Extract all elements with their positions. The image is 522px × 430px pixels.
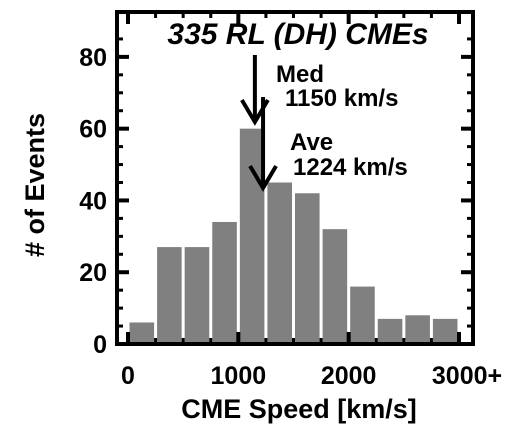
histogram-bar <box>267 182 292 344</box>
bar-group <box>129 128 458 344</box>
histogram-bar <box>184 247 210 344</box>
histogram-bar <box>405 315 430 344</box>
x-tick-label: 2000 <box>321 362 377 390</box>
y-tick-label: 0 <box>93 331 107 359</box>
histogram-bar <box>322 229 348 344</box>
histogram-bar <box>129 322 155 344</box>
annotation-label: Ave <box>290 129 333 156</box>
y-axis-title: # of Events <box>20 113 50 257</box>
annotation-arrow-head <box>248 164 278 192</box>
y-tick-label: 60 <box>79 116 107 144</box>
y-tick-label: 20 <box>79 259 107 287</box>
x-tick-labels: 0 1000 2000 3000+ <box>121 362 502 390</box>
annotation-label: Med <box>276 61 324 88</box>
x-tick-label: 1000 <box>211 362 267 390</box>
chart-title: 335 RL (DH) CMEs <box>167 18 428 51</box>
y-tick-labels: 0 20 40 60 80 <box>79 44 107 359</box>
histogram-bar <box>239 128 265 344</box>
x-tick-label: 0 <box>121 362 135 390</box>
histogram-bar <box>350 286 375 344</box>
x-tick-label: 3000+ <box>432 362 502 390</box>
tick-marks <box>117 12 473 346</box>
histogram-bar <box>295 193 320 344</box>
histogram-bar <box>212 221 237 344</box>
annotation-value: 1150 km/s <box>285 85 398 112</box>
annotation-value: 1224 km/s <box>293 154 408 181</box>
histogram-bar <box>432 318 458 344</box>
y-tick-label: 80 <box>79 44 107 72</box>
histogram-bar <box>157 247 182 344</box>
histogram-bar <box>377 318 403 344</box>
x-axis-title: CME Speed [km/s] <box>181 394 417 424</box>
y-tick-label: 40 <box>79 187 107 215</box>
